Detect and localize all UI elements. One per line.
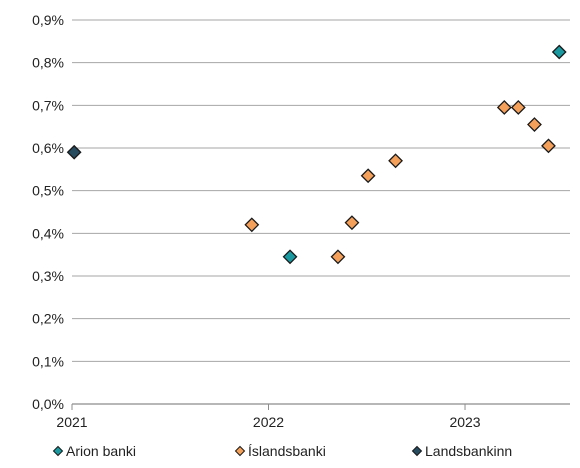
data-point: [541, 138, 556, 154]
y-tick-label: 0,6%: [32, 140, 64, 156]
y-tick-label: 0,5%: [32, 183, 64, 199]
legend-marker: [234, 445, 246, 457]
data-point: [344, 215, 360, 231]
y-axis-labels: 0,0% 0,1% 0,2% 0,3% 0,4% 0,5% 0,6% 0,7% 0,8% 0,9%: [32, 12, 64, 412]
data-point: [551, 44, 567, 60]
y-tick-label: 0,4%: [32, 225, 64, 241]
data-point: [282, 249, 298, 265]
y-tick-label: 0,9%: [32, 12, 64, 28]
data-point: [510, 100, 526, 115]
y-tick-label: 0,7%: [32, 97, 64, 113]
legend-label: Arion banki: [66, 443, 136, 459]
y-tick-label: 0,8%: [32, 55, 64, 71]
data-point: [527, 117, 542, 132]
data-point: [360, 168, 376, 184]
y-tick-label: 0,1%: [32, 353, 64, 369]
x-axis-labels: 2021 2022 2023: [56, 404, 481, 430]
y-tick-label: 0,3%: [32, 268, 64, 284]
data-point: [66, 144, 82, 160]
legend-label: Landsbankinn: [425, 443, 512, 459]
data-point: [330, 249, 346, 265]
legend: Arion banki Íslandsbanki Landsbankinn: [52, 443, 512, 459]
x-tick-label: 2021: [56, 414, 87, 430]
gridlines: [72, 19, 570, 405]
x-tick-label: 2023: [449, 414, 480, 430]
data-point: [244, 217, 260, 233]
data-points: [66, 44, 567, 265]
y-tick-label: 0,2%: [32, 311, 64, 327]
data-point: [388, 153, 403, 169]
legend-label: Íslandsbanki: [248, 443, 326, 459]
y-tick-label: 0,0%: [32, 396, 64, 412]
legend-marker: [411, 445, 423, 457]
data-point: [496, 100, 512, 115]
legend-marker: [52, 445, 64, 457]
x-tick-label: 2022: [253, 414, 284, 430]
